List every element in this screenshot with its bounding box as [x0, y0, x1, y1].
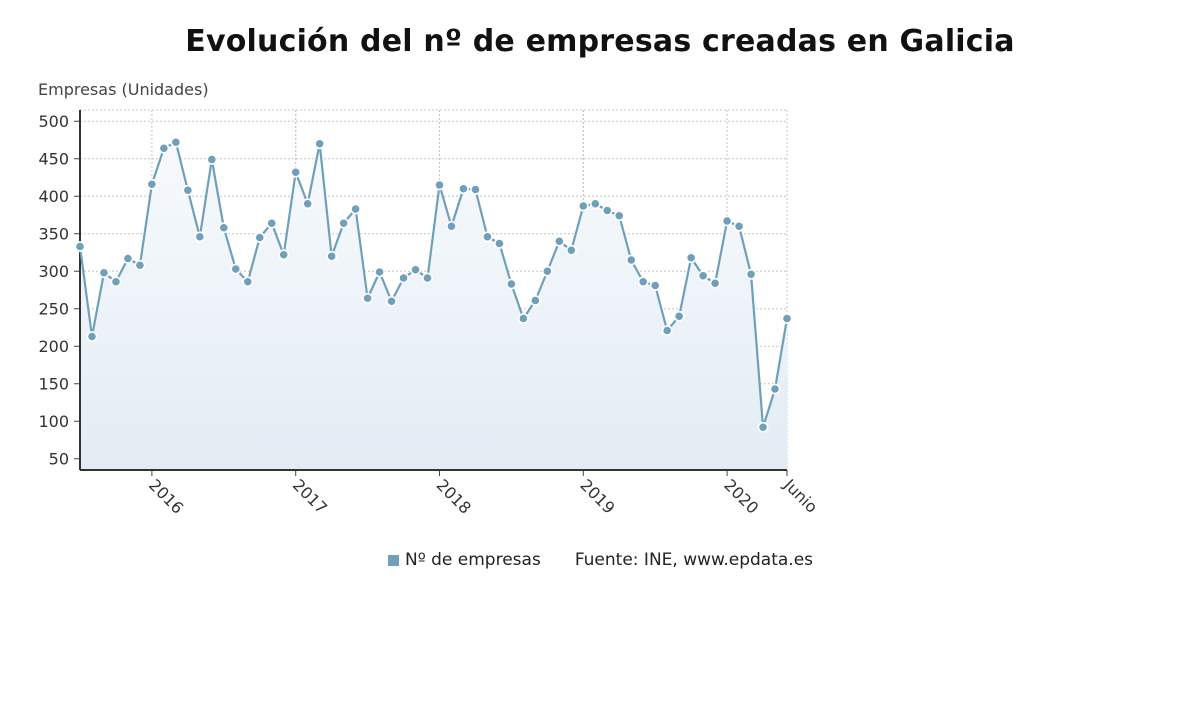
data-point: [637, 276, 649, 288]
data-point: [422, 272, 433, 284]
data-point: [182, 184, 194, 196]
data-point: [745, 268, 757, 280]
data-point: [278, 249, 290, 261]
data-point: [350, 203, 362, 215]
y-tick-label: 50: [49, 449, 69, 468]
data-point: [314, 138, 326, 150]
data-point: [470, 184, 481, 195]
data-point: [398, 272, 409, 284]
y-tick-label: 150: [38, 374, 69, 393]
data-point: [649, 280, 661, 291]
data-point: [134, 259, 146, 271]
y-tick-label: 450: [38, 149, 69, 168]
data-point: [218, 222, 230, 234]
data-point: [482, 231, 493, 243]
data-point: [733, 220, 745, 232]
data-point: [517, 313, 529, 324]
data-point: [781, 313, 793, 324]
data-point: [158, 142, 170, 154]
x-tick-label: 2019: [576, 475, 618, 517]
y-tick-label: 400: [38, 187, 69, 206]
data-point: [685, 252, 697, 264]
chart-title: Evolución del nº de empresas creadas en …: [185, 24, 1015, 59]
data-point: [434, 179, 445, 191]
legend-swatch: [388, 554, 399, 566]
y-tick-label: 300: [38, 262, 69, 281]
data-point: [122, 253, 134, 264]
data-point: [625, 254, 637, 266]
y-axis-label: Empresas (Unidades): [38, 80, 209, 99]
data-point: [242, 276, 254, 288]
data-point: [541, 265, 553, 277]
area-fill-path: [80, 142, 787, 470]
data-point: [757, 421, 769, 433]
data-point: [110, 276, 122, 288]
data-point: [769, 383, 781, 395]
y-tick-labels: 50 100 150 200 250 300 350 400 450 500: [38, 112, 69, 469]
y-tick-label: 350: [38, 224, 69, 243]
data-point: [194, 231, 206, 243]
x-tick-label: 2018: [433, 475, 475, 517]
data-point: [254, 232, 266, 243]
data-point: [410, 264, 421, 276]
x-tick-label: 2016: [145, 475, 187, 517]
data-point: [565, 244, 577, 256]
source-note: Fuente: INE, www.epdata.es: [574, 550, 814, 570]
data-point: [613, 210, 625, 222]
series-points: [74, 136, 793, 433]
data-point: [661, 325, 673, 336]
data-point: [74, 241, 86, 252]
data-point: [494, 238, 505, 249]
axes: [79, 110, 787, 471]
y-tick-label: 250: [38, 299, 69, 318]
data-point: [386, 295, 397, 307]
data-point: [721, 215, 733, 227]
data-point: [553, 235, 565, 247]
data-point: [362, 292, 373, 304]
data-point: [601, 205, 613, 216]
y-tick-label: 200: [38, 337, 69, 356]
data-point: [709, 277, 721, 289]
data-point: [290, 166, 302, 178]
data-point: [446, 220, 457, 232]
data-point: [146, 178, 158, 190]
data-point: [230, 263, 242, 275]
x-tick-label: 2017: [289, 475, 331, 517]
y-tick-label: 500: [38, 112, 69, 131]
data-point: [589, 198, 601, 210]
data-point: [697, 270, 709, 282]
x-tick-label: Junio: [779, 475, 821, 517]
data-point: [266, 217, 278, 229]
data-point: [458, 183, 469, 195]
data-point: [338, 217, 350, 229]
data-point: [673, 310, 685, 322]
data-point: [505, 278, 517, 290]
data-point: [326, 250, 338, 262]
x-tick-labels: 2016 2017 2018 2019 2020 Junio: [145, 475, 821, 518]
data-point: [302, 198, 314, 210]
legend: Nº de empresas Fuente: INE, www.epdata.e…: [388, 550, 813, 570]
data-point: [374, 266, 385, 278]
y-tick-label: 100: [38, 412, 69, 431]
data-point: [577, 200, 589, 212]
data-point: [86, 331, 98, 342]
data-point: [206, 154, 218, 165]
legend-series-label: Nº de empresas: [405, 550, 541, 570]
data-point: [98, 267, 110, 279]
data-point: [529, 295, 541, 306]
area-fill: [80, 142, 787, 470]
x-tick-label: 2020: [720, 475, 762, 517]
data-point: [170, 136, 182, 148]
